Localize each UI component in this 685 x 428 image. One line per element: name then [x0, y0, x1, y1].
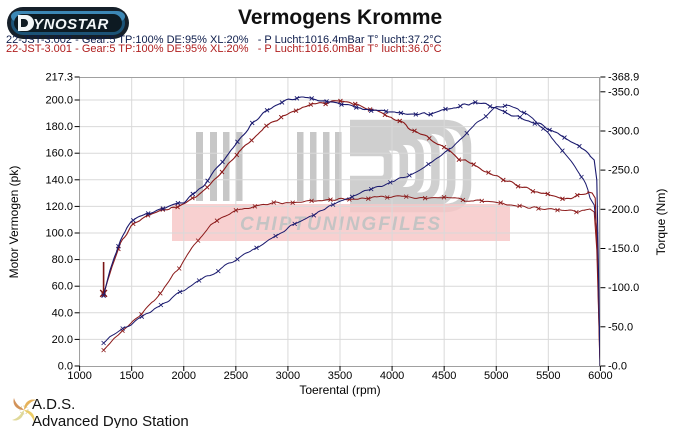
svg-text:3500: 3500: [328, 370, 352, 382]
svg-text:Torque (Nm): Torque (Nm): [654, 189, 668, 256]
svg-text:-100.0: -100.0: [608, 282, 639, 294]
svg-text:20.0: 20.0: [52, 334, 73, 346]
svg-text:5500: 5500: [536, 370, 560, 382]
svg-text:140.0: 140.0: [45, 174, 73, 186]
svg-text:1500: 1500: [119, 370, 143, 382]
svg-text:-200.0: -200.0: [608, 204, 639, 216]
svg-text:180.0: 180.0: [45, 121, 73, 133]
svg-text:200.0: 200.0: [45, 95, 73, 107]
svg-text:-150.0: -150.0: [608, 243, 639, 255]
svg-text:4000: 4000: [380, 370, 404, 382]
svg-text:4500: 4500: [432, 370, 456, 382]
svg-text:Motor Vermogen (pk): Motor Vermogen (pk): [7, 166, 21, 279]
svg-text:60.0: 60.0: [52, 281, 73, 293]
svg-text:-350.0: -350.0: [608, 86, 639, 98]
svg-text:-50.0: -50.0: [608, 321, 633, 333]
svg-text:1000: 1000: [67, 370, 91, 382]
svg-text:-300.0: -300.0: [608, 126, 639, 138]
svg-text:6000: 6000: [588, 370, 612, 382]
svg-text:2000: 2000: [172, 370, 196, 382]
svg-text:CHIPTUNINGFILES: CHIPTUNINGFILES: [240, 214, 442, 235]
svg-text:5000: 5000: [484, 370, 508, 382]
svg-text:40.0: 40.0: [52, 307, 73, 319]
svg-text:160.0: 160.0: [45, 148, 73, 160]
svg-text:-250.0: -250.0: [608, 165, 639, 177]
svg-text:80.0: 80.0: [52, 254, 73, 266]
svg-text:-368.9: -368.9: [608, 72, 639, 84]
svg-text:217.3: 217.3: [45, 72, 73, 84]
svg-text:2500: 2500: [224, 370, 248, 382]
svg-text:120.0: 120.0: [45, 201, 73, 213]
svg-text:100.0: 100.0: [45, 228, 73, 240]
svg-text:Toerental (rpm): Toerental (rpm): [299, 383, 380, 397]
svg-text:3000: 3000: [276, 370, 300, 382]
